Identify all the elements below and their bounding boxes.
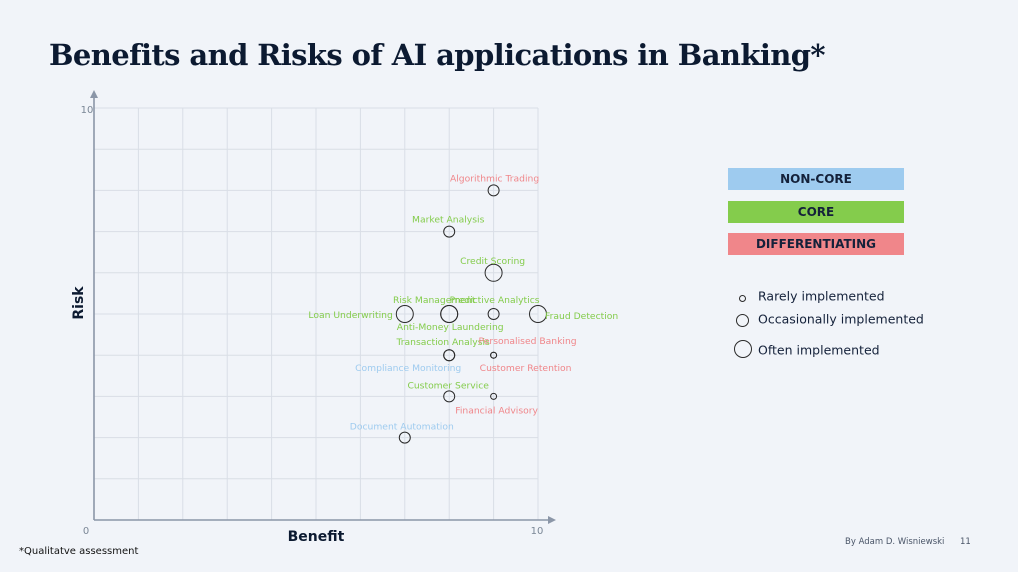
- point-label-credit-scoring: Credit Scoring: [460, 256, 525, 267]
- point-label-compliance-monitoring: Compliance Monitoring: [355, 363, 461, 374]
- point-label-fraud-detection: Fraud Detection: [545, 311, 618, 322]
- legend-rarely-implemented: Rarely implemented: [734, 288, 885, 304]
- point-customer-service: [443, 390, 456, 403]
- point-label-loan-underwriting: Loan Underwriting: [308, 310, 392, 321]
- small-circle-icon: [739, 295, 746, 302]
- point-credit-scoring: [484, 263, 503, 282]
- point-anti-money-laundering: [440, 305, 459, 323]
- large-circle-icon: [734, 340, 752, 358]
- x-axis-label: Benefit: [288, 529, 345, 545]
- point-loan-underwriting: [395, 305, 414, 323]
- point-label-market-analysis: Market Analysis: [412, 215, 485, 226]
- point-label-customer-retention: Customer Retention: [480, 363, 572, 374]
- point-compliance-monitoring: [443, 349, 456, 362]
- point-label-anti-money-laundering: Anti-Money Laundering: [397, 322, 504, 333]
- legend-occasionally-label: Occasionally implemented: [758, 311, 924, 327]
- legend-core: CORE: [728, 201, 904, 223]
- y-axis-arrow-icon: [90, 90, 98, 98]
- legend-non-core: NON-CORE: [728, 168, 904, 190]
- point-label-transaction-analysis: Transaction Analysis: [396, 337, 491, 348]
- point-label-financial-advisory: Financial Advisory: [455, 405, 538, 416]
- point-label-document-automation: Document Automation: [350, 422, 454, 433]
- page-number: 11: [960, 537, 971, 547]
- x-axis-arrow-icon: [548, 516, 556, 524]
- legend-differentiating: DIFFERENTIATING: [728, 233, 904, 255]
- point-label-personalised-banking: Personalised Banking: [479, 336, 577, 347]
- legend-often-label: Often implemented: [758, 342, 880, 357]
- footnote: *Qualitatve assessment: [19, 546, 139, 557]
- point-algorithmic-trading: [487, 184, 500, 197]
- point-market-analysis: [443, 225, 456, 238]
- legend-often-implemented: Often implemented: [734, 340, 880, 359]
- medium-circle-icon: [736, 313, 749, 327]
- point-label-risk-management: Risk Management: [393, 295, 476, 306]
- legend-occasionally-implemented: Occasionally implemented: [734, 311, 924, 327]
- slide-title: Benefits and Risks of AI applications in…: [49, 38, 826, 72]
- point-label-algorithmic-trading: Algorithmic Trading: [450, 173, 539, 184]
- x-tick-label: 10: [531, 526, 544, 537]
- y-axis-label: Risk: [71, 286, 87, 320]
- point-predictive-analytics: [487, 308, 500, 320]
- point-label-predictive-analytics: Predictive Analytics: [450, 295, 540, 306]
- y-tick-label: 10: [81, 105, 94, 116]
- point-document-automation: [398, 431, 411, 444]
- point-label-customer-service: Customer Service: [407, 380, 489, 391]
- x-tick-label: 0: [83, 526, 89, 537]
- author-credit: By Adam D. Wisniewski: [845, 537, 945, 547]
- point-customer-retention: [490, 351, 498, 359]
- point-fraud-detection: [529, 305, 547, 323]
- point-financial-advisory: [490, 392, 498, 400]
- legend-rarely-label: Rarely implemented: [758, 288, 885, 304]
